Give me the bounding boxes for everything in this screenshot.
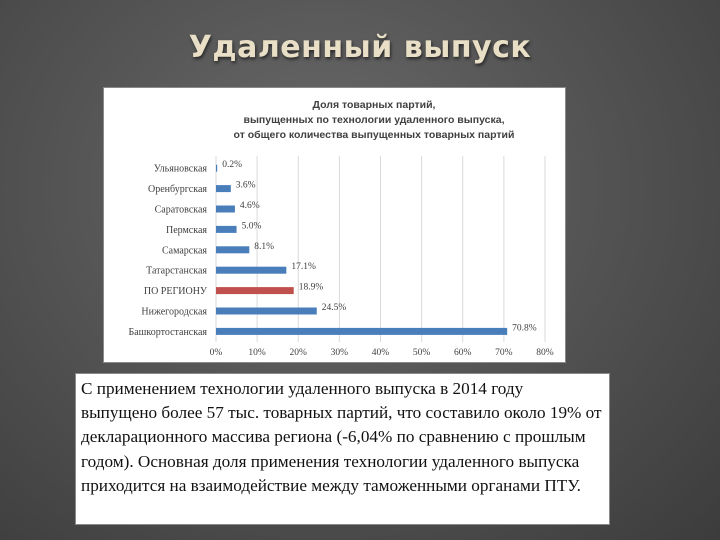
value-label: 3.6% xyxy=(236,181,256,191)
x-tick-label: 20% xyxy=(290,348,308,358)
category-label: Ульяновская xyxy=(154,164,208,175)
bar xyxy=(216,205,235,213)
value-label: 4.6% xyxy=(240,201,260,211)
value-label: 8.1% xyxy=(254,242,274,252)
value-label: 5.0% xyxy=(242,221,262,231)
body-text: С применением технологии удаленного выпу… xyxy=(81,379,602,495)
x-tick-label: 80% xyxy=(536,348,554,358)
chart-title-line: от общего количества выпущенных товарных… xyxy=(234,129,515,141)
bar xyxy=(216,266,287,274)
value-label: 17.1% xyxy=(291,262,316,272)
category-label: Нижегородская xyxy=(141,307,207,318)
value-label: 70.8% xyxy=(512,323,537,333)
chart-title-line: выпущенных по технологии удаленного выпу… xyxy=(243,114,504,126)
bar xyxy=(216,307,317,315)
category-label: Пермская xyxy=(166,225,207,236)
bar xyxy=(216,185,231,193)
x-tick-label: 60% xyxy=(454,348,472,358)
bar xyxy=(216,164,218,172)
category-label: Оренбургская xyxy=(148,184,207,195)
x-tick-label: 70% xyxy=(495,348,513,358)
category-label: Башкортостанская xyxy=(129,327,208,338)
x-tick-label: 10% xyxy=(248,348,266,358)
chart-title-line: Доля товарных партий, xyxy=(313,99,436,111)
bar xyxy=(216,246,250,254)
x-tick-label: 0% xyxy=(210,348,223,358)
category-label: Саратовская xyxy=(155,205,208,216)
text-panel: С применением технологии удаленного выпу… xyxy=(75,373,610,525)
x-tick-label: 50% xyxy=(413,348,431,358)
bar xyxy=(216,327,508,335)
category-label: Самарская xyxy=(162,245,207,256)
x-tick-label: 40% xyxy=(372,348,390,358)
x-tick-label: 30% xyxy=(331,348,349,358)
category-label: Татарстанская xyxy=(146,266,207,277)
slide-title: Удаленный выпуск xyxy=(188,30,532,65)
bar xyxy=(216,225,237,233)
bar xyxy=(216,287,294,295)
value-label: 24.5% xyxy=(322,303,347,313)
category-label: ПО РЕГИОНУ xyxy=(144,286,208,297)
bar-chart: Доля товарных партий, выпущенных по техно… xyxy=(129,99,554,358)
chart-panel: Доля товарных партий, выпущенных по техно… xyxy=(103,87,566,363)
value-label: 0.2% xyxy=(222,160,242,170)
value-label: 18.9% xyxy=(299,283,324,293)
